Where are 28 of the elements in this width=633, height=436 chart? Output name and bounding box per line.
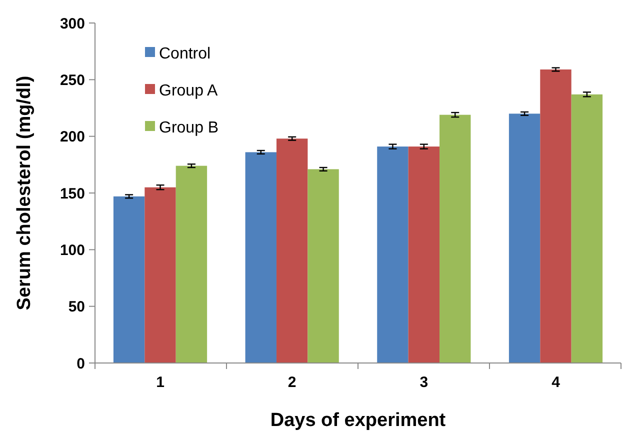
x-tick-label: 1 [156,374,164,391]
x-axis-title: Days of experiment [270,410,446,431]
y-tick-label: 50 [68,298,85,316]
y-tick-label: 100 [60,242,85,259]
bar [508,114,540,363]
x-tick-label: 3 [420,374,428,391]
bar [540,69,572,363]
bar [408,146,440,363]
x-tick-label: 4 [552,374,561,391]
bar [245,152,276,363]
bar [308,169,339,363]
bar [440,114,471,363]
bar [113,196,145,363]
bar [144,187,176,363]
bar [176,166,208,363]
legend-label: Control [159,46,211,63]
y-tick-label: 200 [60,128,85,146]
bar [571,94,603,363]
y-tick-label: 150 [60,185,85,202]
bar [377,146,408,363]
legend-label: Group A [159,82,218,100]
x-tick-label: 2 [288,374,296,391]
y-axis-title: Serum cholesterol (mg/dl) [14,76,35,310]
y-tick-label: 250 [60,72,85,89]
bar [276,138,308,363]
legend-label: Group B [159,120,219,137]
y-tick-label: 300 [60,15,85,32]
y-tick-label: 0 [76,355,85,372]
